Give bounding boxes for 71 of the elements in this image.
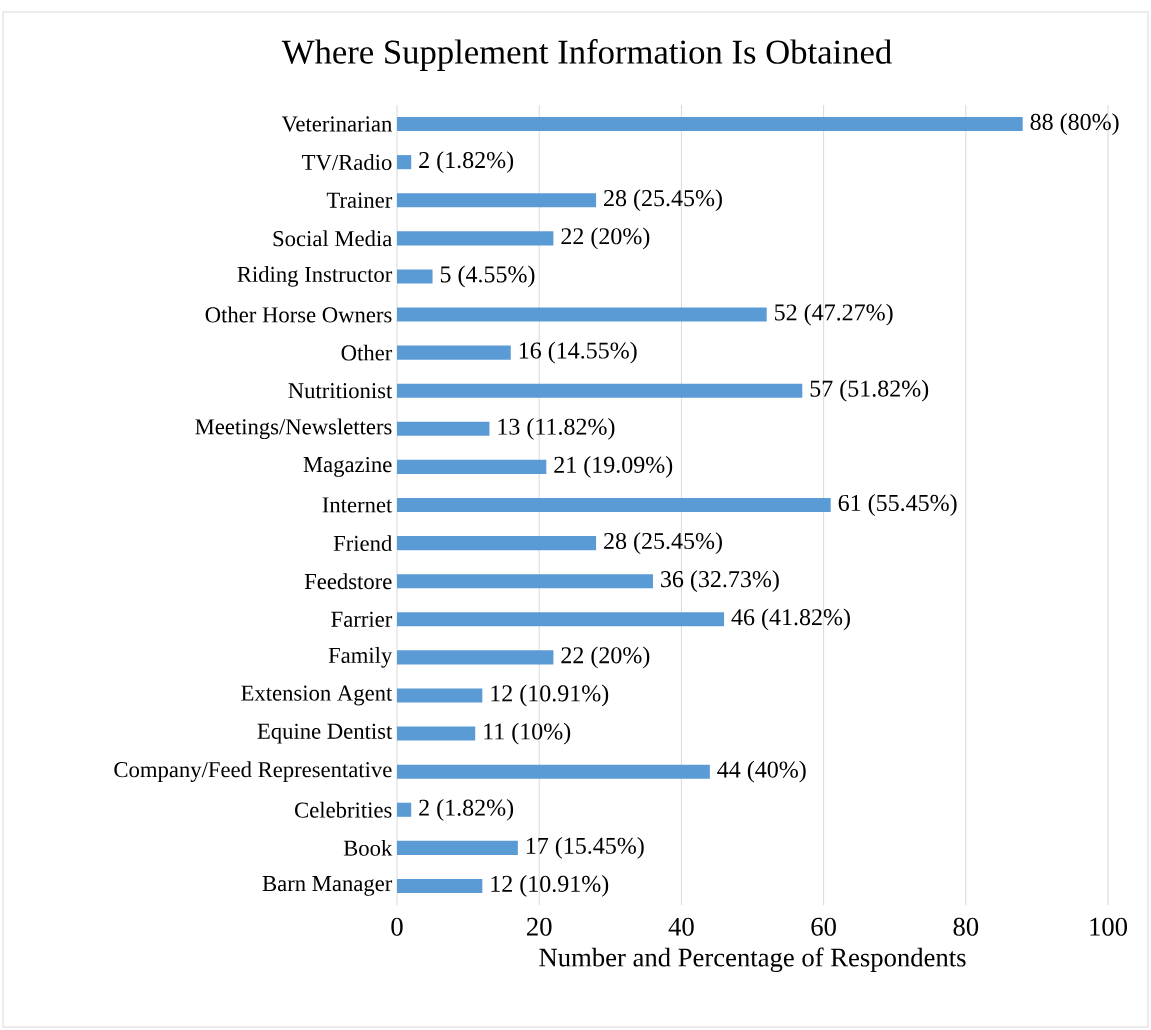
y-tick-label: Feedstore	[304, 573, 392, 590]
bar	[397, 764, 710, 779]
y-tick-label: Equine Dentist	[257, 723, 393, 744]
y-tick-label: Internet	[322, 497, 393, 513]
data-label: 61 (55.45%)	[838, 494, 957, 516]
y-tick-label: Farrier	[331, 611, 393, 627]
bar	[397, 269, 433, 284]
y-tick-label: Friend	[333, 535, 393, 552]
y-tick-label: Social Media	[273, 230, 392, 247]
bar	[397, 878, 483, 894]
bar	[397, 193, 597, 208]
data-label: 36 (32.73%)	[661, 570, 779, 593]
y-tick-label: Barn Manager	[262, 876, 393, 896]
y-tick-label: Magazine	[303, 456, 392, 477]
data-label: 52 (47.27%)	[775, 303, 893, 326]
bar	[397, 726, 476, 741]
bar	[397, 307, 767, 322]
bar	[397, 459, 547, 474]
y-tick-label: Company/Feed Representative	[114, 761, 392, 782]
data-label: 28 (25.45%)	[604, 189, 722, 212]
bar	[397, 574, 653, 589]
bar	[397, 688, 483, 703]
bar	[397, 497, 831, 513]
y-tick-label: Other Horse Owners	[205, 306, 392, 323]
x-tick-label: 20	[527, 917, 552, 936]
bar	[397, 345, 511, 360]
data-label: 21 (19.09%)	[554, 456, 673, 478]
bar	[397, 650, 554, 665]
data-label: 12 (10.91%)	[491, 684, 609, 707]
data-label: 2 (1.82%)	[419, 798, 514, 821]
y-tick-label: TV/Radio	[302, 154, 392, 171]
data-label: 17 (15.45%)	[526, 836, 644, 859]
x-tick-label: 0	[391, 917, 403, 936]
x-tick-label: 80	[953, 917, 979, 936]
y-tick-label: Riding Instructor	[237, 266, 393, 287]
data-label: 13 (11.82%)	[498, 417, 615, 440]
data-label: 88 (80%)	[1030, 113, 1119, 135]
y-tick-label: Veterinarian	[281, 116, 392, 132]
data-label: 22 (20%)	[561, 227, 650, 250]
x-tick-label: 100	[1090, 917, 1127, 936]
data-label: 16 (14.55%)	[519, 341, 637, 364]
data-label: 22 (20%)	[561, 646, 650, 669]
y-tick-label: Nutritionist	[288, 383, 393, 399]
y-tick-label: Meetings/Newsletters	[195, 418, 392, 440]
x-tick-label: 40	[668, 917, 694, 936]
y-tick-label: Book	[343, 839, 393, 856]
bar	[397, 840, 518, 855]
data-label: 2 (1.82%)	[419, 151, 514, 174]
x-axis-title: Number and Percentage of Respondents	[539, 947, 966, 973]
bar	[397, 802, 412, 817]
bar	[397, 536, 597, 551]
chart-title: Where Supplement Information Is Obtained	[281, 39, 892, 71]
bar	[397, 612, 725, 627]
y-tick-label: Trainer	[326, 192, 393, 208]
bar	[397, 383, 803, 398]
data-label: 44 (40%)	[717, 760, 806, 783]
y-tick-label: Other	[341, 344, 393, 361]
y-tick-label: Family	[328, 647, 393, 668]
bar	[397, 421, 490, 436]
bar	[397, 117, 1023, 132]
data-label: 5 (4.55%)	[440, 265, 535, 288]
data-label: 46 (41.82%)	[731, 608, 850, 631]
y-tick-label: Extension Agent	[241, 685, 393, 706]
data-label: 11 (10%)	[484, 722, 571, 745]
bar	[397, 155, 412, 170]
y-tick-label: Celebrities	[295, 801, 392, 818]
bar	[397, 231, 554, 246]
data-label: 28 (25.45%)	[604, 532, 722, 554]
data-label: 57 (51.82%)	[810, 379, 929, 402]
x-tick-label: 60	[811, 917, 836, 936]
data-label: 12 (10.91%)	[491, 875, 609, 897]
